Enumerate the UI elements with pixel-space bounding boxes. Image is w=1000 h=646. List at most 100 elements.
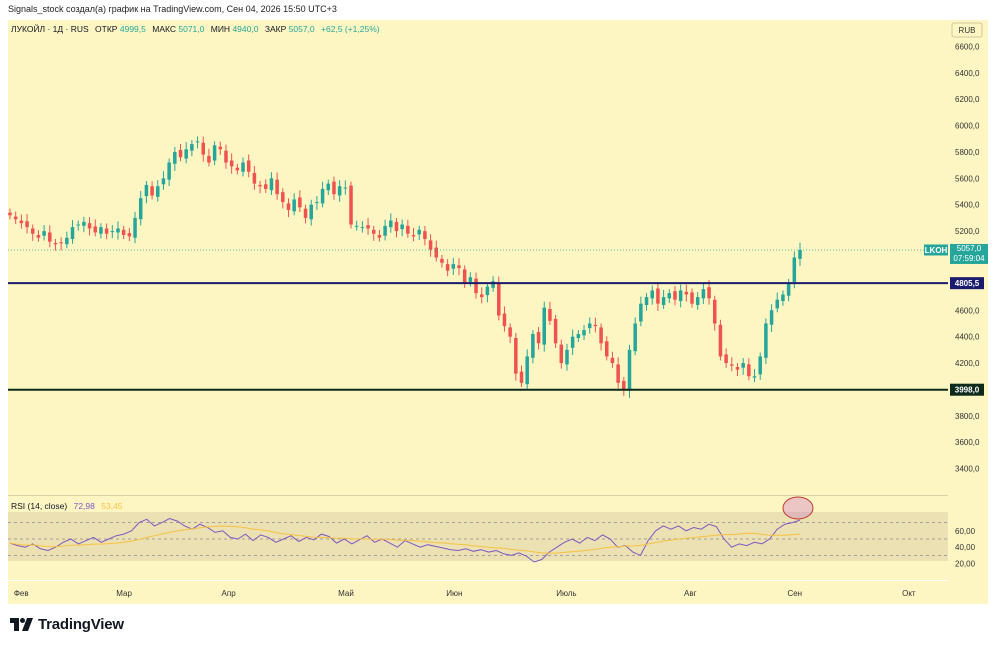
candle-body	[730, 364, 734, 366]
candle-body	[275, 179, 279, 195]
tradingview-logo-text: TradingView	[38, 616, 124, 633]
currency-label: RUB	[959, 26, 976, 35]
candle-body	[229, 160, 234, 167]
y-tick-label: 4600,0	[955, 306, 980, 315]
candle-body	[440, 258, 444, 263]
candle-body	[582, 330, 586, 336]
candle-body	[508, 327, 512, 337]
tradingview-logo[interactable]: TradingView	[10, 616, 124, 633]
candle-body	[212, 145, 217, 161]
candle-body	[417, 229, 421, 235]
candle-body	[764, 323, 768, 358]
candle-body	[104, 228, 109, 234]
candle-body	[479, 294, 484, 298]
candle-body	[167, 162, 171, 180]
y-tick-label: 4400,0	[955, 333, 980, 342]
x-axis-labels: Фев Мар Апр Май Июн Июль Авг Сен Окт	[14, 589, 916, 598]
candle-body	[531, 334, 535, 358]
candle-body	[315, 202, 319, 204]
candle-body	[445, 264, 450, 271]
candle-body	[383, 225, 387, 236]
x-tick-label: Апр	[222, 589, 237, 598]
y-tick-label: 3600,0	[955, 438, 980, 447]
candle-body	[411, 235, 416, 237]
candle-body	[116, 228, 120, 233]
candle-body	[514, 337, 518, 374]
candle-body	[19, 220, 24, 224]
candle-body	[428, 240, 433, 250]
candle-body	[42, 231, 46, 236]
candle-body	[377, 235, 382, 238]
price-tag-ticker: LKOH	[925, 246, 948, 255]
legend-open-label: ОТКР	[95, 24, 118, 34]
price-chart[interactable]: RUB 6600,0 6400,0 6200,0 6000,0 5800,0 5600,0…	[8, 20, 988, 604]
legend-close: 5057,0	[289, 24, 315, 34]
rsi-ma-line	[9, 525, 801, 554]
candle-body	[639, 303, 643, 322]
candle-body	[82, 221, 86, 226]
candle-body	[462, 269, 467, 284]
candle-body	[485, 286, 490, 296]
candle-body	[332, 181, 336, 195]
x-tick-label: Май	[338, 589, 354, 598]
candle-body	[235, 167, 240, 171]
candle-body	[718, 324, 723, 357]
currency-badge[interactable]	[951, 22, 983, 38]
rsi-label: RSI (14, close)	[11, 501, 67, 511]
candle-body	[53, 242, 58, 245]
candle-body	[735, 367, 740, 370]
candle-body	[525, 356, 529, 385]
candle-body	[150, 186, 154, 196]
legend-symbol: ЛУКОЙЛ · 1Д · RUS	[11, 23, 89, 34]
candle-body	[156, 186, 160, 197]
candle-body	[690, 292, 694, 304]
candle-body	[138, 198, 143, 220]
candle-body	[548, 308, 552, 321]
candle-body	[252, 173, 257, 184]
svg-text:ЛУКОЙЛ · 1Д · RUS ОТКР: ЛУКОЙЛ · 1Д · RUS ОТКР 4999,5 МАКС 5071,…	[11, 23, 380, 34]
candle-body	[474, 278, 478, 294]
candle-body	[184, 149, 188, 159]
candle-body	[343, 187, 348, 189]
candle-body	[326, 183, 331, 191]
candle-body	[25, 221, 29, 228]
y-tick-label: 3400,0	[955, 465, 980, 474]
candle-body	[468, 277, 473, 282]
horizontal-levels[interactable]: 4805,5 3998,0	[8, 277, 984, 396]
candle-body	[553, 318, 558, 344]
y-tick-label: 5800,0	[955, 148, 980, 157]
candle-body	[354, 225, 359, 227]
candle-body	[559, 344, 564, 364]
level-tag	[950, 277, 984, 290]
candle-body	[781, 294, 785, 302]
chart-area[interactable]: RUB 6600,0 6400,0 6200,0 6000,0 5800,0 5600,0…	[8, 20, 988, 604]
candle-body	[747, 364, 751, 377]
candle-body	[371, 229, 376, 234]
candle-body	[76, 224, 80, 226]
candle-body	[360, 227, 365, 229]
y-tick-label: 4200,0	[955, 359, 980, 368]
x-tick-label: Июль	[556, 589, 576, 598]
candle-body	[121, 229, 126, 236]
candle-body	[769, 310, 774, 325]
legend-low: 4940,0	[232, 24, 258, 34]
candle-body	[59, 242, 63, 244]
legend-change: +62,5 (+1,25%)	[321, 24, 380, 34]
candle-body	[218, 146, 223, 150]
legend-high-label: МАКС	[152, 24, 176, 34]
y-tick-label: 3800,0	[955, 412, 980, 421]
candle-body	[13, 216, 18, 220]
candle-body	[309, 204, 313, 220]
candle-body	[144, 184, 149, 197]
candle-body	[258, 184, 262, 187]
rsi-ma-value: 53,45	[101, 501, 123, 511]
candle-body	[30, 228, 35, 234]
y-axis-labels: 6600,0 6400,0 6200,0 6000,0 5800,0 5600,0 5400…	[955, 42, 980, 473]
candle-body	[406, 225, 410, 234]
candle-body	[93, 226, 98, 233]
candle-body	[622, 380, 626, 390]
candle-body	[593, 324, 598, 327]
candle-body	[298, 197, 302, 208]
candle-body	[434, 247, 439, 258]
candle-body	[36, 235, 41, 238]
